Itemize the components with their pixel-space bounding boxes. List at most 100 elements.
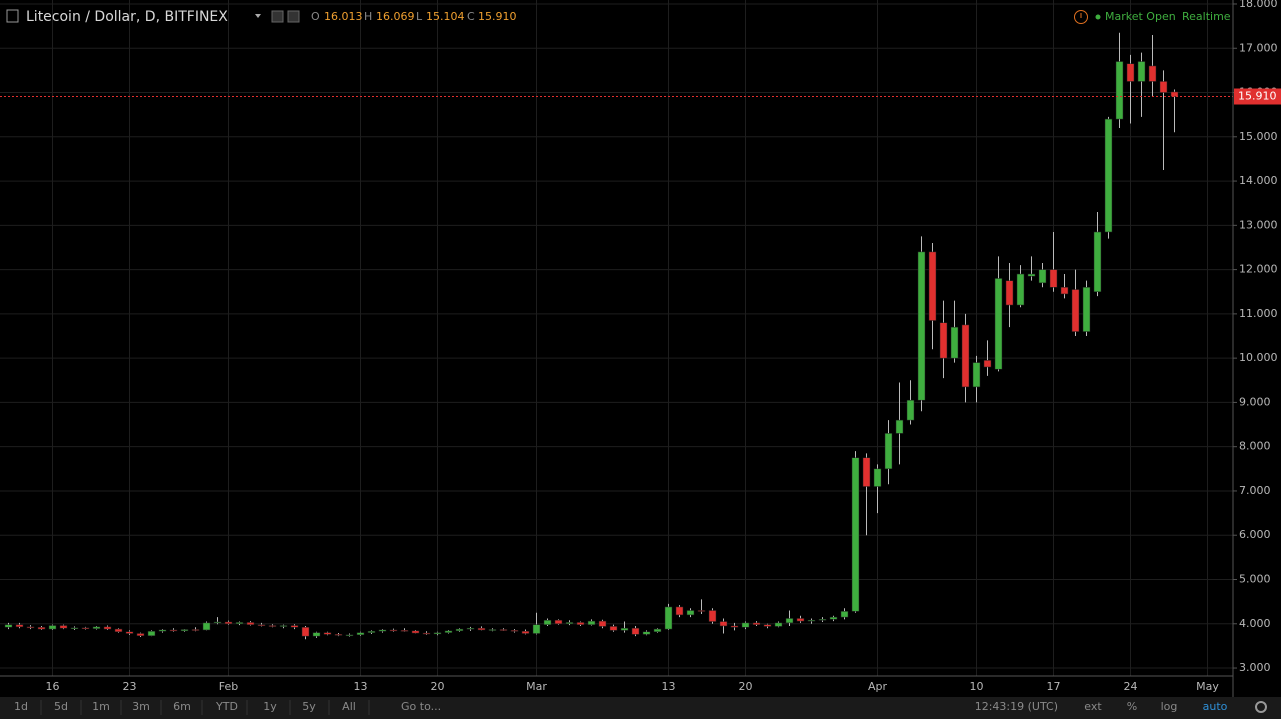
candle-body <box>290 625 299 628</box>
candle-body <box>697 610 706 612</box>
candle-body <box>224 621 233 625</box>
symbol-title[interactable]: Litecoin / Dollar, D, BITFINEX <box>26 9 228 25</box>
candle-body <box>147 631 156 636</box>
range-button[interactable]: 5y <box>302 700 316 713</box>
dropdown-arrow[interactable] <box>255 14 261 18</box>
candle-body <box>59 625 68 629</box>
icon[interactable] <box>271 10 284 23</box>
x-tick-label: 13 <box>662 680 676 693</box>
candle-body <box>356 632 365 636</box>
ohlc-value: 15.910 <box>478 10 517 23</box>
ohlc-value: 15.104 <box>426 10 465 23</box>
candle-body <box>983 360 992 368</box>
candle-body <box>202 622 211 631</box>
candle-body <box>455 628 464 632</box>
candle-body <box>532 624 541 634</box>
candle-body <box>411 630 420 634</box>
candle-body <box>114 628 123 632</box>
y-tick-label: 3.000 <box>1239 661 1271 674</box>
candle-body <box>609 626 618 631</box>
option-button[interactable]: log <box>1161 700 1178 713</box>
candle-body <box>1071 289 1080 332</box>
range-button[interactable]: YTD <box>215 700 238 713</box>
candle-body <box>950 326 959 359</box>
toolbar-buttons: 1d 5d 1m 3m 6m YTD 1y 5y All Go to... 12:43:19 (UT… <box>14 700 1267 715</box>
y-tick-label: 7.000 <box>1239 484 1271 497</box>
candle-body <box>763 624 772 627</box>
option-button[interactable]: auto <box>1203 700 1228 713</box>
candle-body <box>1038 269 1047 284</box>
x-tick-label: Feb <box>219 680 238 693</box>
candle-body <box>1016 273 1025 306</box>
warning-icon[interactable] <box>1074 10 1088 24</box>
candle-body <box>1082 287 1091 332</box>
toolbar <box>0 697 1281 719</box>
candle-body <box>81 627 90 629</box>
feed-status: Realtime <box>1182 10 1231 23</box>
ohlc-letter: C <box>467 10 475 23</box>
candle-body <box>48 625 57 630</box>
candle-body <box>1049 269 1058 288</box>
candle-body <box>576 622 585 625</box>
candle-body <box>191 629 200 631</box>
candle-body <box>664 606 673 630</box>
x-tick-label: 20 <box>431 680 445 693</box>
candle-body <box>1104 118 1113 233</box>
x-tick-label: 23 <box>123 680 137 693</box>
candle-body <box>433 632 442 635</box>
candle-body <box>213 621 222 624</box>
range-button[interactable]: 6m <box>173 700 191 713</box>
candle-body <box>719 621 728 627</box>
y-tick-label: 9.000 <box>1239 395 1271 408</box>
y-tick-label: 5.000 <box>1239 572 1271 585</box>
option-button[interactable]: ext <box>1084 700 1102 713</box>
range-button[interactable]: 1m <box>92 700 110 713</box>
candle-body <box>631 627 640 635</box>
candle-body <box>642 631 651 635</box>
range-button[interactable]: Go to... <box>401 700 441 713</box>
candle-body <box>499 629 508 631</box>
y-tick-label: 15.000 <box>1239 130 1278 143</box>
axes: 3.000 4.000 5.000 6.000 7.000 8.000 9.000 10.00… <box>46 0 1281 693</box>
x-tick-label: 24 <box>1124 680 1138 693</box>
candle-body <box>301 627 310 637</box>
y-tick-label: 10.000 <box>1239 351 1278 364</box>
y-tick-label: 12.000 <box>1239 263 1278 276</box>
range-button[interactable]: 1d <box>14 700 28 713</box>
settings-icon[interactable] <box>1255 701 1267 713</box>
candle-body <box>653 628 662 632</box>
range-button[interactable]: 5d <box>54 700 68 713</box>
candle-body <box>873 468 882 487</box>
option-button[interactable]: % <box>1127 700 1137 713</box>
candle-body <box>488 629 497 631</box>
y-tick-label: 8.000 <box>1239 440 1271 453</box>
candle-body <box>686 610 695 616</box>
candle-body <box>565 622 574 625</box>
range-button[interactable]: 1y <box>263 700 277 713</box>
candle-body <box>169 629 178 632</box>
clock: 12:43:19 (UTC) <box>975 700 1058 713</box>
candle-body <box>158 629 167 632</box>
candle-body <box>378 629 387 632</box>
market-status: Market Open <box>1105 10 1176 23</box>
x-tick-label: 16 <box>46 680 60 693</box>
y-tick-label: 14.000 <box>1239 174 1278 187</box>
candle-body <box>235 622 244 625</box>
range-button[interactable]: All <box>342 700 356 713</box>
icon[interactable] <box>287 10 300 23</box>
candle-body <box>796 618 805 622</box>
candle-body <box>1170 91 1179 97</box>
menu-icon[interactable] <box>6 9 19 23</box>
y-tick-label: 17.000 <box>1239 41 1278 54</box>
candle-body <box>741 622 750 628</box>
candle-body <box>367 631 376 633</box>
candle-body <box>785 618 794 624</box>
candle-body <box>15 624 24 628</box>
candle-body <box>994 278 1003 370</box>
range-button[interactable]: 3m <box>132 700 150 713</box>
candle-body <box>345 634 354 637</box>
candle-body <box>1027 273 1036 277</box>
ohlc-value: 16.013 <box>324 10 363 23</box>
